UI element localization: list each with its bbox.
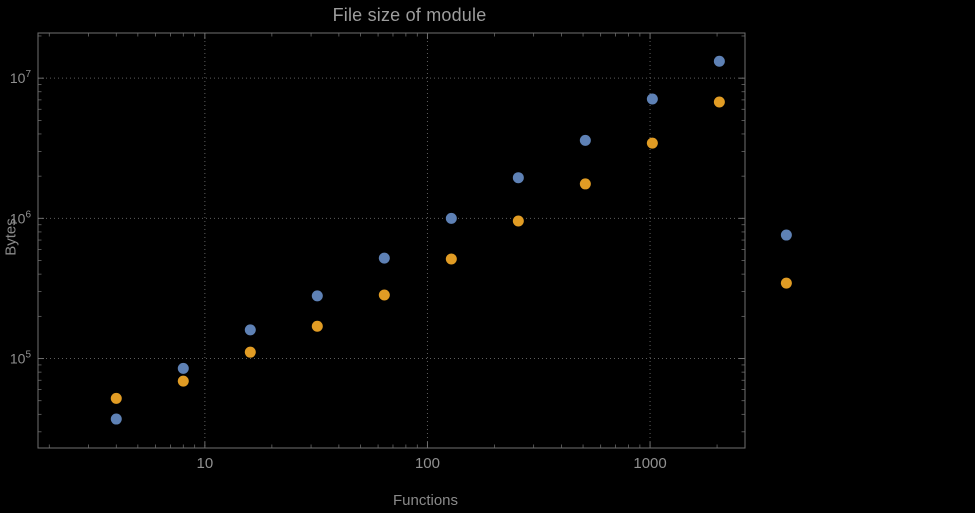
data-point-series-1-blue [646,93,658,105]
data-point-series-2-orange [512,215,524,227]
data-point-series-2-orange [646,137,658,149]
x-tick-label: 100 [415,455,440,472]
data-point-series-2-orange [579,178,591,190]
data-point-series-2-orange [311,320,323,332]
x-tick-label: 10 [197,455,214,472]
data-point-series-2-orange [177,375,189,387]
data-point-series-1-blue [244,324,256,336]
y-tick-label: 105 [10,350,32,367]
x-tick-label: 1000 [633,455,666,472]
data-point-series-2-orange [110,392,122,404]
data-point-series-1-blue [713,55,725,67]
data-point-series-2-orange [780,277,792,289]
data-point-series-2-orange [445,253,457,265]
y-tick-label: 107 [10,69,32,86]
data-point-series-1-blue [445,212,457,224]
data-point-series-1-blue [780,229,792,241]
y-axis-label: Bytes [2,218,20,256]
data-point-series-1-blue [378,252,390,264]
data-point-series-1-blue [512,172,524,184]
plot-frame [37,32,746,449]
data-point-series-1-blue [110,413,122,425]
data-point-series-1-blue [177,362,189,374]
chart-title: File size of module [332,5,487,25]
data-point-series-1-blue [311,290,323,302]
data-point-series-1-blue [579,134,591,146]
data-point-series-2-orange [244,346,256,358]
data-point-series-2-orange [713,96,725,108]
x-axis-label: Functions [392,492,459,509]
data-point-series-2-orange [378,289,390,301]
